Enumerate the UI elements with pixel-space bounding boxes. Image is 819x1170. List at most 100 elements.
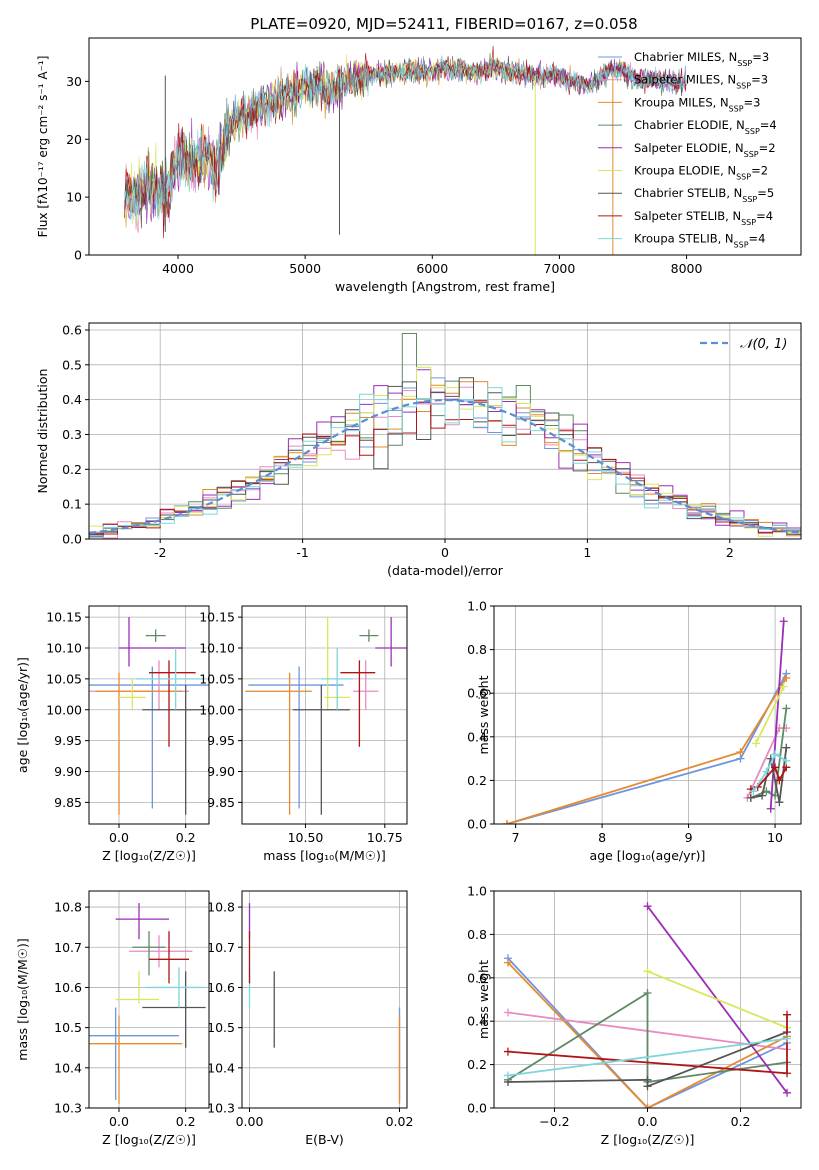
series-line — [507, 957, 788, 1108]
plot-area — [89, 333, 801, 539]
y-tick-label: 0.2 — [467, 1057, 487, 1072]
y-tick-label: 10.6 — [207, 980, 235, 995]
x-axis-label: mass [log₁₀(M/M☉)] — [263, 848, 385, 863]
x-axis-label: Z [log₁₀(Z/Z☉)] — [102, 1132, 196, 1147]
plot-area — [124, 45, 687, 255]
data-point — [766, 804, 775, 813]
data-point — [749, 787, 758, 796]
axes-frame — [88, 605, 210, 825]
y-tick-label: 10.5 — [207, 1020, 235, 1035]
x-tick-label: 4000 — [162, 261, 194, 276]
data-point — [782, 673, 791, 682]
legend-entry: 𝒩(0, 1) — [740, 337, 787, 352]
y-tick-label: 0.4 — [62, 392, 82, 407]
data-point — [643, 988, 652, 997]
spectrum-panel: Chabrier MILES, NSSP=3 Salpeter MILES, NS… — [36, 37, 802, 294]
y-tick-label: 10.3 — [54, 1101, 82, 1116]
legend-entry: Salpeter ELODIE, NSSP=2 — [634, 141, 776, 159]
axes-frame — [88, 37, 802, 256]
y-axis-label: mass weight — [476, 675, 491, 754]
data-point — [736, 748, 745, 757]
x-tick-label: 0.0 — [109, 830, 129, 845]
y-tick-label: 10.10 — [46, 640, 82, 655]
data-point — [643, 1082, 652, 1091]
legend-entry: Kroupa MILES, NSSP=3 — [634, 95, 760, 113]
legend: 𝒩(0, 1) — [700, 337, 787, 352]
y-tick-label: 0.2 — [467, 773, 487, 788]
series-line — [507, 991, 788, 1084]
data-point — [783, 1010, 792, 1019]
normal-reference-curve — [89, 398, 801, 534]
series-line — [755, 686, 785, 744]
y-tick-label: 10.8 — [207, 900, 235, 915]
y-tick-label: 10.6 — [54, 980, 82, 995]
y-tick-label: 0.6 — [467, 686, 487, 701]
legend-entry: Chabrier MILES, NSSP=3 — [634, 50, 769, 68]
y-tick-label: 0.0 — [62, 532, 82, 547]
y-tick-label: 9.85 — [207, 795, 235, 810]
legend: Chabrier MILES, NSSP=3 Salpeter MILES, NS… — [598, 50, 777, 249]
axes-frame — [88, 890, 210, 1109]
x-axis-label: age [log₁₀(age/yr)] — [590, 848, 706, 863]
x-tick-label: 0.0 — [638, 1114, 658, 1129]
y-tick-label: 0.4 — [467, 1014, 487, 1029]
data-point — [782, 704, 791, 713]
histogram-kroupa-stelib — [89, 387, 801, 536]
x-tick-label: 0.02 — [386, 1114, 414, 1129]
legend-entry: Chabrier ELODIE, NSSP=4 — [634, 118, 777, 136]
y-tick-label: 10.10 — [199, 640, 235, 655]
y-tick-label: 1.0 — [467, 599, 487, 614]
x-tick-label: 7 — [512, 830, 520, 845]
y-tick-label: 10.05 — [199, 671, 235, 686]
x-tick-label: 1 — [583, 545, 591, 560]
x-tick-label: 0.00 — [236, 1114, 264, 1129]
y-axis-label: Flux [fλ10⁻¹⁷ erg cm⁻² s⁻¹ A⁻¹] — [36, 56, 50, 238]
y-tick-label: 10.15 — [46, 610, 82, 625]
x-tick-label: 0 — [441, 545, 449, 560]
x-tick-label: 7000 — [544, 261, 576, 276]
legend-entry: Salpeter STELIB, NSSP=4 — [634, 209, 773, 227]
axes-frame — [493, 605, 802, 825]
y-tick-label: 1.0 — [467, 884, 487, 899]
x-axis-label: Z [log₁₀(Z/Z☉)] — [102, 848, 196, 863]
x-axis-label: (data-model)/error — [387, 563, 504, 578]
y-tick-label: 0.8 — [467, 927, 487, 942]
plot-area — [248, 903, 401, 1104]
x-tick-label: 2 — [726, 545, 734, 560]
y-tick-label: 10.4 — [207, 1060, 235, 1075]
x-axis-label: E(B-V) — [305, 1132, 344, 1147]
series-line — [507, 961, 788, 1108]
data-point — [643, 967, 652, 976]
x-tick-label: 10.50 — [288, 830, 324, 845]
x-tick-label: 8000 — [671, 261, 703, 276]
y-tick-label: 0 — [74, 248, 82, 263]
y-tick-label: 10.15 — [199, 610, 235, 625]
data-point — [503, 1071, 512, 1080]
series-line — [507, 1037, 788, 1077]
x-tick-label: 0.0 — [109, 1114, 129, 1129]
y-tick-label: 0.5 — [62, 357, 82, 372]
y-tick-label: 0.2 — [62, 462, 82, 477]
series-line — [750, 708, 788, 799]
y-tick-label: 20 — [66, 132, 82, 147]
data-point — [746, 793, 755, 802]
plot-area — [503, 902, 792, 1108]
x-tick-label: 0.2 — [731, 1114, 751, 1129]
y-tick-label: 30 — [66, 74, 82, 89]
mass-weight-vs-age-panel: 7 8 9 10 0.0 0.2 0.4 0.6 0.8 1.0 age [log₁₀(age/yr… — [467, 599, 802, 863]
data-point — [771, 750, 780, 759]
data-point — [503, 958, 512, 967]
x-tick-label: 8 — [598, 830, 606, 845]
legend-entry: Kroupa STELIB, NSSP=4 — [634, 232, 765, 250]
plot-area — [89, 903, 206, 1104]
y-tick-label: 9.95 — [54, 733, 82, 748]
x-tick-label: 9 — [685, 830, 693, 845]
y-tick-label: 0.0 — [467, 1101, 487, 1116]
y-axis-label: mass weight — [476, 960, 491, 1039]
y-tick-label: 9.85 — [54, 795, 82, 810]
y-tick-label: 10.4 — [54, 1060, 82, 1075]
x-tick-label: 0.2 — [176, 830, 196, 845]
data-point — [643, 1104, 652, 1108]
y-tick-label: 0.8 — [467, 642, 487, 657]
x-tick-label: -2 — [154, 545, 166, 560]
